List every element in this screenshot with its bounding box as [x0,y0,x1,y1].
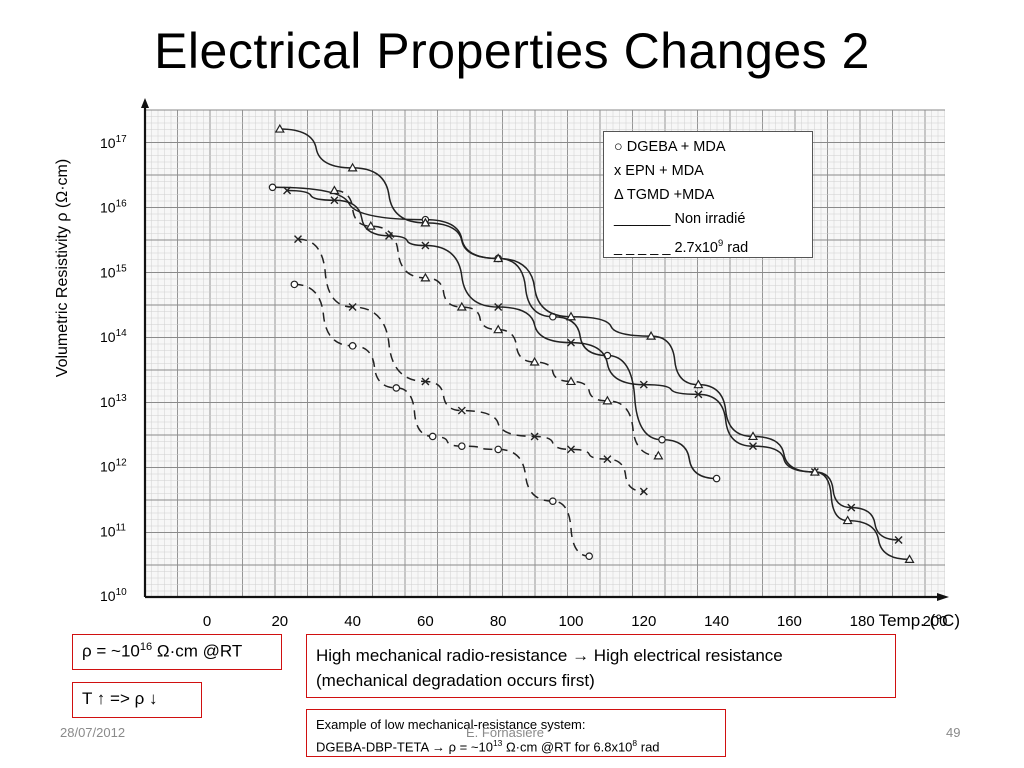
chart-tick-labels: 0 20 40 60 80 100 120 140 160 180 200 1010 1011 1012 1… [100,134,948,630]
data-point-x [894,535,903,544]
x-tick-label: 120 [631,613,656,630]
data-point-triangle [365,220,376,230]
legend-item-irradiated: _ _ _ _ _ 2.7x109 rad [614,237,749,256]
data-point-circle [268,183,277,192]
series-line-1 [287,189,899,541]
data-point-circle [585,552,594,560]
data-point-x [283,186,292,195]
data-point-triangle [420,217,431,227]
data-point-x [421,241,430,250]
chart-axes [141,98,949,601]
data-point-triangle [565,376,577,386]
y-tick-label: 1017 [100,134,127,151]
data-point-triangle [809,466,820,476]
data-point-x [749,442,757,451]
x-tick-label: 160 [777,613,802,630]
data-point-x [603,455,612,464]
series-line-4 [297,238,644,493]
y-tick-label: 1014 [100,328,127,345]
radio-resistance-box: High mechanical radio-resistance → High … [306,634,896,698]
data-point-x [847,503,856,512]
data-point-circle [392,384,401,392]
series-line-3 [294,283,590,557]
data-point-circle [658,435,666,444]
y-tick-label: 1013 [100,393,127,410]
x-tick-label: 140 [704,613,729,630]
y-tick-label: 1015 [100,263,127,280]
legend-item-tgmd: Δ TGMD +MDA [614,187,715,203]
data-point-circle [290,280,299,289]
data-point-x [348,303,357,312]
data-point-triangle [747,431,759,441]
data-point-triangle [646,330,657,340]
y-tick-label: 1016 [100,199,127,216]
slide-title: Electrical Properties Changes 2 [154,23,870,79]
data-point-x [294,235,302,244]
data-point-triangle [493,253,504,263]
data-point-triangle [842,515,853,525]
data-point-x [639,487,648,496]
data-point-triangle [420,272,431,282]
legend-item-non-irradie: _______ Non irradié [614,211,746,227]
data-point-triangle [904,554,915,564]
data-point-x [330,196,339,205]
x-tick-label: 180 [850,613,875,630]
x-axis-label: Temp. (°C) [879,611,960,630]
data-point-triangle [347,162,358,172]
data-point-triangle [602,395,613,405]
trend-box: T ↑ => ρ ↓ [72,682,202,718]
x-axis-arrow [937,593,949,601]
plot-background [145,110,945,597]
data-point-x [567,338,575,347]
x-tick-label: 80 [490,613,507,630]
data-point-circle [428,432,437,441]
data-point-x [567,445,575,454]
data-point-x [639,380,648,389]
data-point-x [421,377,430,386]
data-point-circle [548,497,557,505]
x-tick-label: 200 [922,613,947,630]
data-point-circle [494,445,503,454]
y-axis-label: Volumetric Resistivity ρ (Ω·cm) [54,159,71,377]
footer-page-number: 49 [946,725,961,740]
data-point-circle [457,442,466,450]
data-point-triangle [565,311,577,321]
rho-room-temp-box: ρ = ~1016 Ω·cm @RT [72,634,282,670]
data-point-x [694,390,703,399]
data-point-triangle [693,379,704,389]
data-point-triangle [456,301,467,311]
footer-author: E. Fornasiere [466,725,545,740]
data-point-circle [348,342,357,350]
x-tick-label: 60 [417,613,434,630]
x-tick-label: 100 [558,613,583,630]
chart-legend: ○ DGEBA + MDA x EPN + MDA Δ TGMD +MDA __… [603,131,813,258]
y-tick-label: 1012 [100,458,127,475]
data-point-x [494,303,503,312]
footer-date: 28/07/2012 [60,725,126,740]
x-tick-label: 0 [203,613,211,630]
data-point-x [530,432,539,441]
x-tick-label: 40 [344,613,361,630]
data-point-x [457,406,466,415]
data-point-triangle [653,450,664,460]
chart-series [268,123,915,564]
y-tick-label: 1011 [100,522,126,539]
series-line-5 [334,189,659,457]
data-point-circle [712,474,721,483]
data-point-triangle [329,185,340,195]
chart-grid [144,109,945,597]
data-point-triangle [493,324,504,334]
data-point-triangle [529,356,540,366]
legend-item-epn: x EPN + MDA [614,163,704,179]
data-point-triangle [274,123,285,133]
y-axis-arrow [141,98,149,108]
y-tick-label: 1010 [100,587,127,604]
x-tick-label: 20 [271,613,288,630]
legend-item-dgeba: ○ DGEBA + MDA [614,139,726,155]
low-resistance-example-box: Example of low mechanical-resistance sys… [306,709,726,757]
